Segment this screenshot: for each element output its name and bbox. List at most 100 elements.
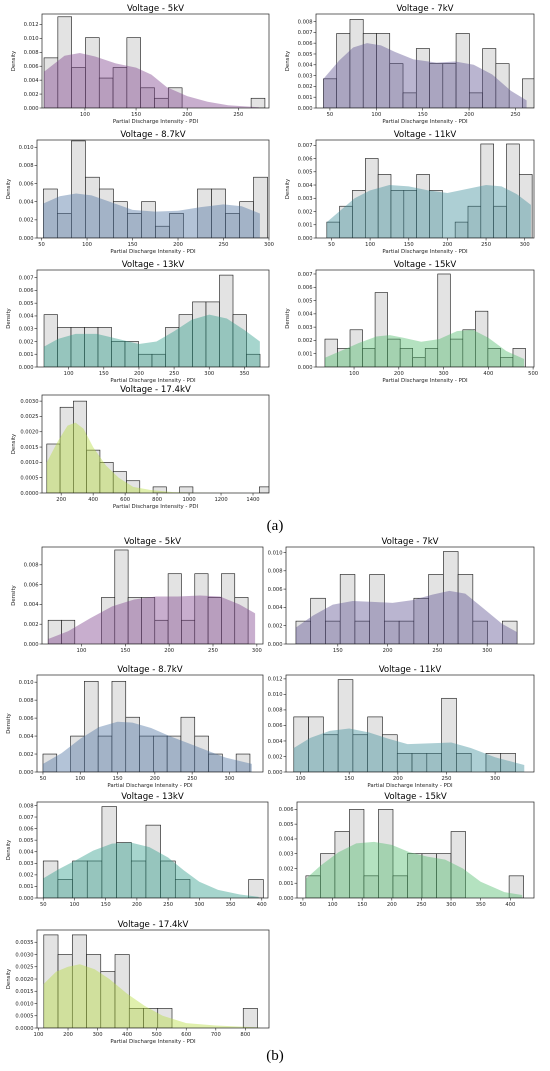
x-tick-label: 150 xyxy=(99,371,109,377)
x-tick-label: 250 xyxy=(442,776,452,782)
axes-frame xyxy=(36,269,270,368)
axes-frame xyxy=(315,139,535,239)
x-tick-label: 50 xyxy=(40,902,47,908)
axes-frame xyxy=(36,801,269,899)
y-tick-label: 0.000 xyxy=(298,106,313,112)
y-tick-label: 0.008 xyxy=(268,708,283,714)
histogram-bar xyxy=(519,174,533,238)
subplot-title: Voltage - 7kV xyxy=(381,537,438,547)
y-tick-label: 0.006 xyxy=(24,64,39,70)
y-tick-label: 0.008 xyxy=(19,803,34,809)
x-tick-label: 200 xyxy=(63,1032,73,1038)
histogram-bar xyxy=(337,679,354,772)
x-tick-label: 50 xyxy=(300,902,307,908)
x-tick-label: 200 xyxy=(387,902,397,908)
x-tick-label: 300 xyxy=(204,371,214,377)
subplot: Voltage - 5kV 100 150 200 250 0.000 0.002 0.004… xyxy=(11,4,270,125)
histogram-bar xyxy=(73,400,87,493)
x-axis-label: Partial Discharge Intensity - PDI xyxy=(110,249,196,255)
y-tick-label: 0.001 xyxy=(298,95,313,101)
histogram-bar xyxy=(389,63,404,108)
x-tick-label: 400 xyxy=(88,497,98,503)
y-tick-label: 0.003 xyxy=(19,861,34,867)
y-tick-label: 0.0025 xyxy=(15,965,33,971)
kde-area xyxy=(42,721,252,772)
y-tick-label: 0.008 xyxy=(268,569,283,575)
x-tick-label: 300 xyxy=(264,242,274,248)
subplot-title: Voltage - 15kV xyxy=(384,792,447,802)
x-tick-label: 100 xyxy=(365,242,375,248)
x-tick-label: 300 xyxy=(482,648,492,654)
subplot-title: Voltage - 8.7kV xyxy=(117,665,182,675)
x-tick-label: 250 xyxy=(432,648,442,654)
x-tick-label: 100 xyxy=(82,242,92,248)
y-tick-label: 0.000 xyxy=(268,770,283,776)
kde-area xyxy=(44,52,259,108)
y-axis-label: Density xyxy=(6,712,12,733)
x-tick-label: 250 xyxy=(416,902,426,908)
y-tick-label: 0.005 xyxy=(279,822,294,828)
x-axis-label: Partial Discharge Intensity - PDI xyxy=(367,783,453,789)
y-tick-label: 0.008 xyxy=(24,563,39,569)
y-tick-label: 0.010 xyxy=(19,145,34,151)
y-axis-label: Density xyxy=(11,584,17,605)
kde-area xyxy=(43,842,259,898)
axes-frame xyxy=(36,139,270,239)
x-axis-label: Partial Discharge Intensity - PDI xyxy=(110,1039,196,1045)
y-tick-label: 0.000 xyxy=(19,365,34,371)
x-tick-label: 250 xyxy=(187,776,197,782)
histogram-bar xyxy=(437,273,451,367)
x-tick-label: 200 xyxy=(150,776,160,782)
histogram-bar xyxy=(232,314,247,367)
kde-area xyxy=(48,595,256,644)
y-tick-label: 0.006 xyxy=(279,807,294,813)
y-tick-label: 0.005 xyxy=(19,838,34,844)
axes-frame xyxy=(36,674,264,773)
subplot-title: Voltage - 7kV xyxy=(396,4,453,14)
kde-area xyxy=(326,185,531,238)
axes-frame xyxy=(41,13,270,109)
y-tick-label: 0.000 xyxy=(298,236,313,242)
y-axis-label: Density xyxy=(285,178,291,199)
y-tick-label: 0.007 xyxy=(19,815,34,821)
x-tick-label: 300 xyxy=(252,648,262,654)
y-tick-label: 0.001 xyxy=(298,352,313,358)
y-tick-label: 0.002 xyxy=(19,218,34,224)
histogram-bar xyxy=(242,1008,258,1028)
subplot: Voltage - 13kV 50 100 150 200 250 300 350 400 0.0… xyxy=(6,792,269,908)
subplot: Voltage - 13kV 100 150 200 250 300 350 0.000 0.0… xyxy=(6,260,270,384)
histogram-bar xyxy=(259,486,269,493)
x-tick-label: 50 xyxy=(328,242,335,248)
y-tick-label: 0.002 xyxy=(19,339,34,345)
subplot: Voltage - 11kV 50 100 150 200 250 300 0.000 0.00… xyxy=(285,130,535,255)
x-tick-label: 100 xyxy=(77,648,87,654)
subplot-title: Voltage - 17.4kV xyxy=(120,385,191,395)
x-axis-label: Partial Discharge Intensity - PDI xyxy=(382,119,468,125)
histogram-bar xyxy=(167,87,183,108)
x-tick-label: 100 xyxy=(296,776,306,782)
histogram-bar xyxy=(441,697,457,772)
x-tick-label: 100 xyxy=(75,776,85,782)
x-tick-label: 250 xyxy=(219,242,229,248)
subplot-title: Voltage - 13kV xyxy=(121,792,184,802)
histogram-bar xyxy=(157,1008,173,1028)
histogram-bar xyxy=(374,292,388,367)
subplot: Voltage - 15kV 100 200 300 400 500 0.000 0.001 0… xyxy=(285,260,538,384)
x-tick-label: 600 xyxy=(181,1032,191,1038)
y-tick-label: 0.004 xyxy=(19,734,35,740)
y-tick-label: 0.004 xyxy=(19,200,35,206)
x-tick-label: 350 xyxy=(239,371,249,377)
y-tick-label: 0.002 xyxy=(279,866,294,872)
x-tick-label: 200 xyxy=(393,776,403,782)
y-tick-label: 0.006 xyxy=(298,156,313,162)
subplot-title: Voltage - 11kV xyxy=(394,130,457,140)
y-tick-label: 0.005 xyxy=(298,170,313,176)
y-tick-label: 0.002 xyxy=(268,754,283,760)
kde-area xyxy=(293,728,525,772)
axes-frame xyxy=(285,546,535,645)
x-tick-label: 500 xyxy=(152,1032,162,1038)
histogram-bar xyxy=(248,879,264,898)
subplot: Voltage - 15kV 50 100 150 200 250 300 350 400 0.0… xyxy=(279,792,535,908)
kde-area xyxy=(295,590,518,644)
